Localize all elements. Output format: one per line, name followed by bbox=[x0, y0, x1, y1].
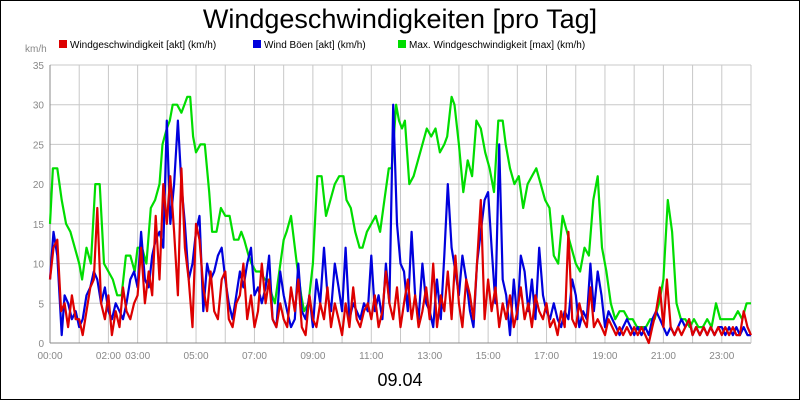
x-tick-label: 02:00 bbox=[96, 351, 121, 362]
legend-swatch-max bbox=[398, 40, 406, 48]
y-tick-label: 25 bbox=[33, 140, 45, 151]
plot-area: 0 5 10 15 20 25 30 35 00:00 02:00 03:00 05:00 07:00 0… bbox=[33, 61, 753, 362]
x-tick-label: 23:00 bbox=[709, 351, 734, 362]
y-tick-label: 10 bbox=[33, 260, 45, 271]
x-tick-label: 05:00 bbox=[184, 351, 209, 362]
y-tick-label: 5 bbox=[38, 299, 44, 310]
x-axis-date-label: 09.04 bbox=[377, 370, 422, 390]
y-tick-label: 35 bbox=[33, 61, 45, 72]
x-tick-label: 07:00 bbox=[242, 351, 267, 362]
x-tick-label: 17:00 bbox=[534, 351, 559, 362]
x-tick-label: 19:00 bbox=[592, 351, 617, 362]
y-tick-label: 15 bbox=[33, 220, 45, 231]
y-tick-label: 0 bbox=[38, 339, 44, 350]
y-tick-label: 20 bbox=[33, 180, 45, 191]
x-tick-label: 15:00 bbox=[476, 351, 501, 362]
x-tick-label: 21:00 bbox=[651, 351, 676, 362]
legend-label-akt: Windgeschwindigkeit [akt] (km/h) bbox=[70, 40, 216, 51]
legend-label-boeen: Wind Böen [akt] (km/h) bbox=[264, 40, 366, 51]
chart-title: Windgeschwindigkeiten [pro Tag] bbox=[203, 4, 597, 34]
x-tick-label: 09:00 bbox=[300, 351, 325, 362]
series-line-2 bbox=[48, 167, 753, 345]
series-line-1 bbox=[48, 103, 751, 337]
x-tick-label: 00:00 bbox=[37, 351, 62, 362]
x-tick-label: 11:00 bbox=[359, 351, 384, 362]
legend-label-max: Max. Windgeschwindigkeit [max] (km/h) bbox=[409, 40, 585, 51]
y-axis-label: km/h bbox=[25, 44, 47, 55]
x-tick-label: 13:00 bbox=[417, 351, 442, 362]
legend-swatch-akt bbox=[59, 40, 67, 48]
legend-swatch-boeen bbox=[253, 40, 261, 48]
legend: Windgeschwindigkeit [akt] (km/h) Wind Bö… bbox=[59, 40, 585, 51]
x-tick-label: 03:00 bbox=[125, 351, 150, 362]
y-tick-label: 30 bbox=[33, 101, 45, 112]
